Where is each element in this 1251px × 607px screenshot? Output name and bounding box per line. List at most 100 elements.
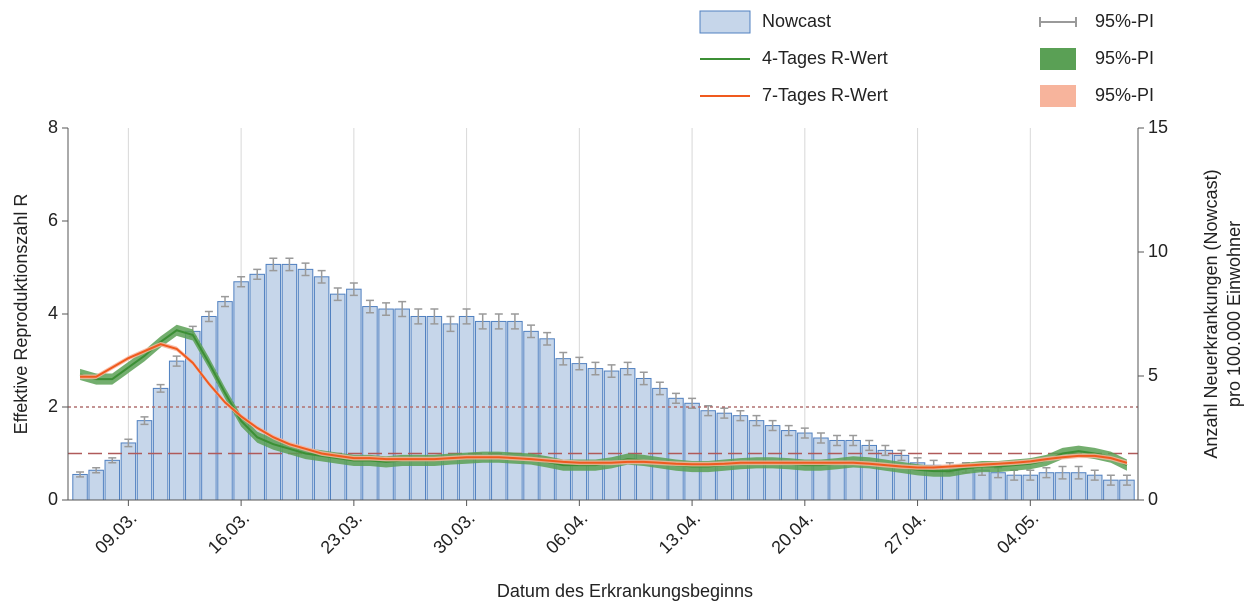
bar xyxy=(136,420,153,501)
legend-label: 95%-PI xyxy=(1095,48,1154,68)
bar xyxy=(168,360,185,501)
y2-tick-label: 0 xyxy=(1148,489,1158,509)
y-axis-label: Effektive Reproduktionszahl R xyxy=(11,194,31,435)
bar xyxy=(281,263,298,501)
error-bar xyxy=(124,438,133,448)
bar xyxy=(571,363,588,501)
bar xyxy=(152,387,169,501)
error-bar xyxy=(285,257,294,272)
error-bar xyxy=(527,324,536,339)
error-bar xyxy=(639,371,648,386)
x-tick-label: 16.03. xyxy=(204,508,254,558)
error-bar xyxy=(462,308,471,325)
legend-label: 7-Tages R-Wert xyxy=(762,85,888,105)
bar xyxy=(297,268,314,501)
error-bar xyxy=(720,407,729,419)
bar xyxy=(378,308,394,501)
error-bar xyxy=(108,457,117,464)
error-bar xyxy=(172,355,181,367)
bar xyxy=(555,358,571,501)
bar xyxy=(523,330,539,501)
error-bar xyxy=(1058,465,1067,480)
legend-swatch xyxy=(1039,17,1077,27)
bar xyxy=(829,439,845,501)
y2-axis-label: pro 100.000 Einwohner xyxy=(1224,221,1244,407)
bar xyxy=(265,263,282,501)
error-bar xyxy=(253,268,262,281)
error-bar xyxy=(317,269,326,284)
error-bar xyxy=(156,383,165,393)
error-bar xyxy=(1122,474,1131,486)
error-bar xyxy=(704,405,713,417)
error-bar xyxy=(784,424,793,437)
bar xyxy=(603,370,620,501)
error-bar xyxy=(833,434,842,447)
error-bar xyxy=(575,356,584,371)
y2-tick-label: 15 xyxy=(1148,117,1168,137)
bar xyxy=(201,315,217,501)
error-bar xyxy=(543,331,552,346)
error-bar xyxy=(204,310,213,323)
error-bar xyxy=(849,434,858,447)
y2-tick-label: 10 xyxy=(1148,241,1168,261)
y2-axis-label: Anzahl Neuerkrankungen (Nowcast) xyxy=(1201,169,1221,458)
y-tick-label: 2 xyxy=(48,396,58,416)
bar xyxy=(619,368,636,501)
y-tick-label: 0 xyxy=(48,489,58,509)
error-bar xyxy=(800,427,809,439)
error-bar xyxy=(816,432,825,444)
error-bar xyxy=(269,257,278,272)
y-tick-label: 6 xyxy=(48,210,58,230)
error-bar xyxy=(349,282,358,297)
bar xyxy=(684,402,700,501)
legend-swatch xyxy=(699,10,751,34)
y-tick-label: 4 xyxy=(48,303,58,323)
error-bar xyxy=(221,295,230,308)
error-bar xyxy=(76,471,85,478)
error-bar xyxy=(1106,474,1115,486)
x-tick-label: 20.04. xyxy=(767,508,817,558)
bar xyxy=(652,387,668,501)
bar xyxy=(330,293,346,501)
bar xyxy=(491,320,507,501)
x-tick-label: 04.05. xyxy=(993,508,1043,558)
legend-label: 95%-PI xyxy=(1095,85,1154,105)
x-tick-label: 23.03. xyxy=(317,508,367,558)
error-bar xyxy=(897,449,906,462)
error-bar xyxy=(591,361,600,376)
error-bar xyxy=(1042,467,1051,479)
error-bar xyxy=(1090,469,1099,481)
bar xyxy=(636,377,652,501)
error-bar xyxy=(865,439,874,452)
error-bar xyxy=(92,467,101,474)
bar xyxy=(233,281,249,501)
bar xyxy=(249,273,265,501)
bar xyxy=(507,320,523,501)
error-bar xyxy=(881,444,890,457)
error-bar xyxy=(1026,469,1035,481)
error-bar xyxy=(140,416,149,426)
y2-tick-label: 5 xyxy=(1148,365,1158,385)
bar xyxy=(845,439,861,501)
error-bar xyxy=(1074,465,1083,480)
error-bar xyxy=(446,315,455,333)
bar xyxy=(394,308,410,501)
legend-label: 4-Tages R-Wert xyxy=(762,48,888,68)
bar xyxy=(120,442,137,501)
error-bar xyxy=(671,392,680,405)
bar xyxy=(410,315,427,501)
y-tick-label: 8 xyxy=(48,117,58,137)
bar xyxy=(587,368,604,501)
bar xyxy=(104,459,121,501)
error-bar xyxy=(752,414,761,427)
error-bar xyxy=(414,308,423,325)
bar xyxy=(668,397,684,501)
error-bar xyxy=(559,351,568,366)
bar xyxy=(346,288,362,501)
bar xyxy=(700,410,716,501)
x-tick-label: 13.04. xyxy=(655,508,705,558)
error-bar xyxy=(510,313,519,330)
bar xyxy=(732,415,749,501)
x-tick-label: 30.03. xyxy=(429,508,479,558)
